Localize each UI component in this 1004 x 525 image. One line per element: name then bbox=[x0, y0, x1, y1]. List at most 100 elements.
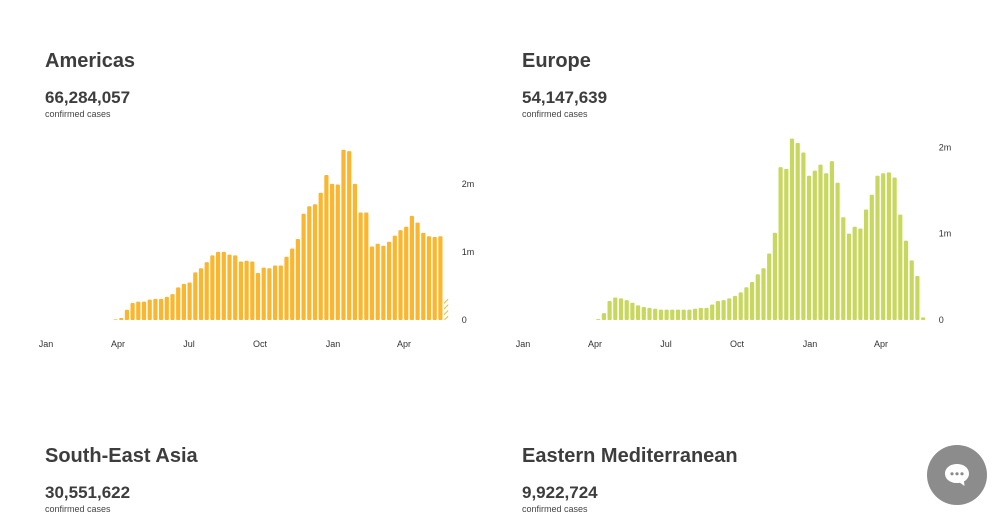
bar bbox=[290, 248, 295, 320]
bar bbox=[193, 272, 198, 320]
bar bbox=[846, 233, 852, 320]
bar bbox=[124, 309, 129, 320]
bar bbox=[732, 295, 738, 320]
bar bbox=[341, 149, 346, 320]
bar bbox=[204, 262, 209, 320]
bar bbox=[898, 214, 903, 320]
bar bbox=[812, 170, 817, 320]
bar bbox=[801, 152, 806, 320]
y-tick-label: 1m bbox=[462, 247, 475, 257]
bar bbox=[829, 161, 834, 320]
bar bbox=[664, 309, 669, 320]
bar bbox=[778, 167, 783, 320]
bar bbox=[187, 282, 192, 320]
bar bbox=[727, 298, 732, 320]
bar bbox=[358, 212, 363, 320]
bar bbox=[647, 307, 652, 320]
bar bbox=[886, 172, 891, 320]
bar bbox=[875, 175, 880, 320]
bar bbox=[607, 301, 612, 320]
confirmed-count: 66,284,057 bbox=[45, 88, 131, 107]
bar bbox=[176, 287, 181, 320]
bar bbox=[284, 256, 289, 320]
bar bbox=[892, 177, 897, 320]
bar bbox=[250, 261, 255, 320]
bar bbox=[119, 317, 124, 320]
bar bbox=[426, 236, 432, 320]
bar bbox=[596, 319, 601, 320]
bar bbox=[835, 182, 840, 320]
y-tick-label: 1m bbox=[939, 229, 952, 239]
bar bbox=[392, 235, 397, 320]
bar bbox=[641, 307, 646, 320]
bar bbox=[750, 282, 755, 320]
bar bbox=[841, 217, 846, 320]
y-tick-label: 0 bbox=[939, 315, 944, 325]
bar bbox=[881, 173, 886, 320]
bar bbox=[170, 294, 175, 320]
bar bbox=[141, 301, 147, 320]
bar bbox=[636, 305, 641, 320]
x-tick-label: Jan bbox=[516, 339, 531, 349]
bar bbox=[824, 173, 829, 320]
region-title: Europe bbox=[522, 50, 591, 72]
bar bbox=[227, 254, 232, 320]
bar bbox=[398, 230, 403, 320]
confirmed-label: confirmed cases bbox=[45, 109, 111, 119]
bar bbox=[670, 309, 675, 320]
bar bbox=[136, 301, 141, 320]
bar bbox=[921, 317, 926, 320]
panel-europe: Europe 54,147,639 confirmed cases bbox=[522, 49, 607, 120]
bar bbox=[710, 304, 715, 320]
bar bbox=[381, 245, 386, 320]
bar bbox=[653, 308, 658, 320]
bar bbox=[113, 319, 118, 320]
bar bbox=[744, 287, 749, 320]
confirmed-count: 54,147,639 bbox=[522, 88, 608, 107]
bar bbox=[675, 309, 681, 320]
region-title: Americas bbox=[45, 50, 136, 72]
bar bbox=[432, 236, 437, 320]
bar bbox=[858, 228, 863, 320]
bar bbox=[795, 143, 800, 320]
bar bbox=[698, 307, 703, 320]
region-title: Eastern Mediterranean bbox=[522, 445, 738, 467]
y-tick-label: 2m bbox=[939, 142, 952, 152]
bar bbox=[784, 168, 789, 320]
x-tick-label: Jan bbox=[39, 339, 54, 349]
bar bbox=[244, 260, 249, 320]
x-tick-label: Apr bbox=[874, 339, 888, 349]
bar bbox=[755, 274, 760, 320]
bar bbox=[438, 236, 443, 320]
bar bbox=[404, 226, 409, 320]
bar bbox=[415, 222, 420, 320]
bar bbox=[738, 292, 743, 320]
bar bbox=[618, 298, 624, 320]
bar bbox=[444, 298, 449, 320]
bar bbox=[864, 209, 869, 320]
bar bbox=[301, 213, 306, 320]
bar bbox=[869, 194, 874, 320]
bar bbox=[624, 300, 629, 320]
chat-button[interactable] bbox=[927, 445, 987, 505]
bar bbox=[693, 308, 698, 320]
bar bbox=[767, 253, 772, 320]
y-tick-label: 2m bbox=[462, 179, 475, 189]
bar bbox=[601, 313, 606, 320]
bar bbox=[221, 251, 226, 320]
bar bbox=[330, 183, 335, 320]
bar bbox=[375, 243, 380, 320]
bar bbox=[267, 268, 272, 320]
bar bbox=[409, 215, 414, 320]
chart-europe: 0 1m 2m Jan Apr Jul Oct Jan Apr bbox=[516, 138, 952, 349]
panel-eastern-mediterranean: Eastern Mediterranean 9,922,724 confirme… bbox=[522, 444, 738, 515]
bar bbox=[903, 240, 909, 320]
chart-americas: 0 1m 2m Jan Apr Jul Oct Jan Apr bbox=[39, 149, 475, 349]
bar bbox=[233, 255, 238, 320]
x-tick-label: Jul bbox=[183, 339, 195, 349]
bar bbox=[181, 283, 186, 320]
bar bbox=[273, 265, 278, 320]
bar bbox=[147, 299, 152, 320]
bar bbox=[807, 175, 812, 320]
bar bbox=[704, 307, 709, 320]
